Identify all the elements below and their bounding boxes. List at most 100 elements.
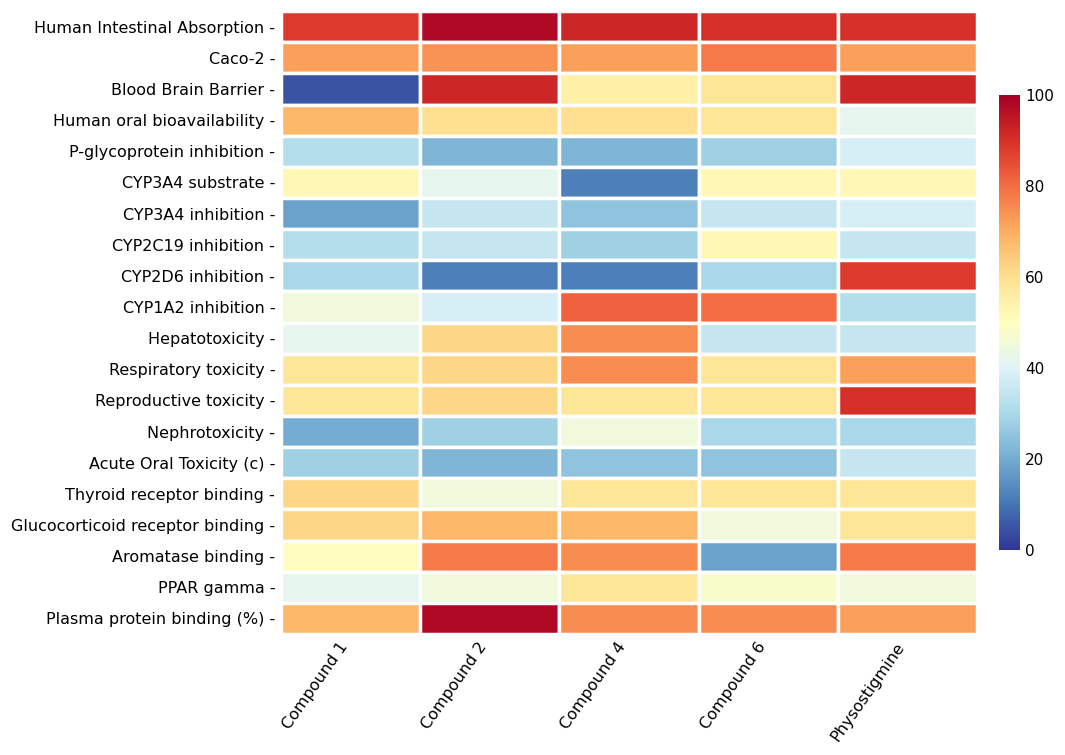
Bar — [420, 167, 559, 198]
Bar — [281, 602, 420, 634]
Bar — [281, 104, 420, 136]
Bar — [699, 447, 838, 478]
Bar — [281, 447, 420, 478]
Bar — [559, 447, 699, 478]
Bar — [420, 510, 559, 541]
Bar — [838, 353, 978, 385]
Bar — [699, 385, 838, 416]
Bar — [699, 510, 838, 541]
Bar — [699, 73, 838, 104]
Bar — [838, 104, 978, 136]
Bar — [281, 478, 420, 510]
Bar — [559, 416, 699, 447]
Bar — [699, 136, 838, 167]
Bar — [420, 73, 559, 104]
Bar — [559, 104, 699, 136]
Bar — [838, 198, 978, 229]
Bar — [838, 291, 978, 322]
Bar — [559, 353, 699, 385]
Bar — [420, 478, 559, 510]
Bar — [559, 11, 699, 42]
Bar — [420, 198, 559, 229]
Bar — [559, 42, 699, 73]
Bar — [699, 167, 838, 198]
Bar — [699, 322, 838, 353]
Bar — [281, 260, 420, 291]
Bar — [559, 510, 699, 541]
Bar — [559, 229, 699, 260]
Bar — [420, 447, 559, 478]
Bar — [420, 291, 559, 322]
Bar — [559, 541, 699, 572]
Bar — [559, 73, 699, 104]
Bar — [838, 229, 978, 260]
Bar — [559, 478, 699, 510]
Bar — [699, 478, 838, 510]
Bar — [838, 541, 978, 572]
Bar — [559, 291, 699, 322]
Bar — [420, 322, 559, 353]
Bar — [281, 416, 420, 447]
Bar — [420, 104, 559, 136]
Bar — [838, 572, 978, 602]
Bar — [699, 416, 838, 447]
Bar — [281, 11, 420, 42]
Bar — [281, 510, 420, 541]
Bar — [559, 198, 699, 229]
Bar — [420, 541, 559, 572]
Bar — [699, 104, 838, 136]
Bar — [838, 73, 978, 104]
Bar — [838, 167, 978, 198]
Bar — [281, 167, 420, 198]
Bar — [838, 42, 978, 73]
Bar — [559, 602, 699, 634]
Bar — [281, 572, 420, 602]
Bar — [281, 42, 420, 73]
Bar — [281, 198, 420, 229]
Bar — [281, 385, 420, 416]
Bar — [838, 11, 978, 42]
Bar — [838, 478, 978, 510]
Bar — [281, 541, 420, 572]
Bar — [699, 353, 838, 385]
Bar — [699, 229, 838, 260]
Bar — [838, 602, 978, 634]
Bar — [281, 73, 420, 104]
Bar — [559, 385, 699, 416]
Bar — [699, 291, 838, 322]
Bar — [420, 353, 559, 385]
Bar — [838, 322, 978, 353]
Bar — [420, 11, 559, 42]
Bar — [699, 541, 838, 572]
Bar — [699, 602, 838, 634]
Bar — [838, 260, 978, 291]
Bar — [699, 11, 838, 42]
Bar — [838, 416, 978, 447]
Bar — [559, 136, 699, 167]
Bar — [559, 572, 699, 602]
Bar — [420, 42, 559, 73]
Bar — [699, 198, 838, 229]
Bar — [838, 447, 978, 478]
Bar — [699, 260, 838, 291]
Bar — [420, 136, 559, 167]
Bar — [838, 385, 978, 416]
Bar — [281, 136, 420, 167]
Bar — [699, 572, 838, 602]
Bar — [699, 42, 838, 73]
Bar — [559, 260, 699, 291]
Bar — [281, 322, 420, 353]
Bar — [420, 602, 559, 634]
Bar — [420, 260, 559, 291]
Bar — [281, 353, 420, 385]
Bar — [281, 229, 420, 260]
Bar — [420, 572, 559, 602]
Bar — [838, 136, 978, 167]
Bar — [559, 322, 699, 353]
Bar — [838, 510, 978, 541]
Bar — [420, 385, 559, 416]
Bar — [420, 229, 559, 260]
Bar — [281, 291, 420, 322]
Bar — [420, 416, 559, 447]
Bar — [559, 167, 699, 198]
